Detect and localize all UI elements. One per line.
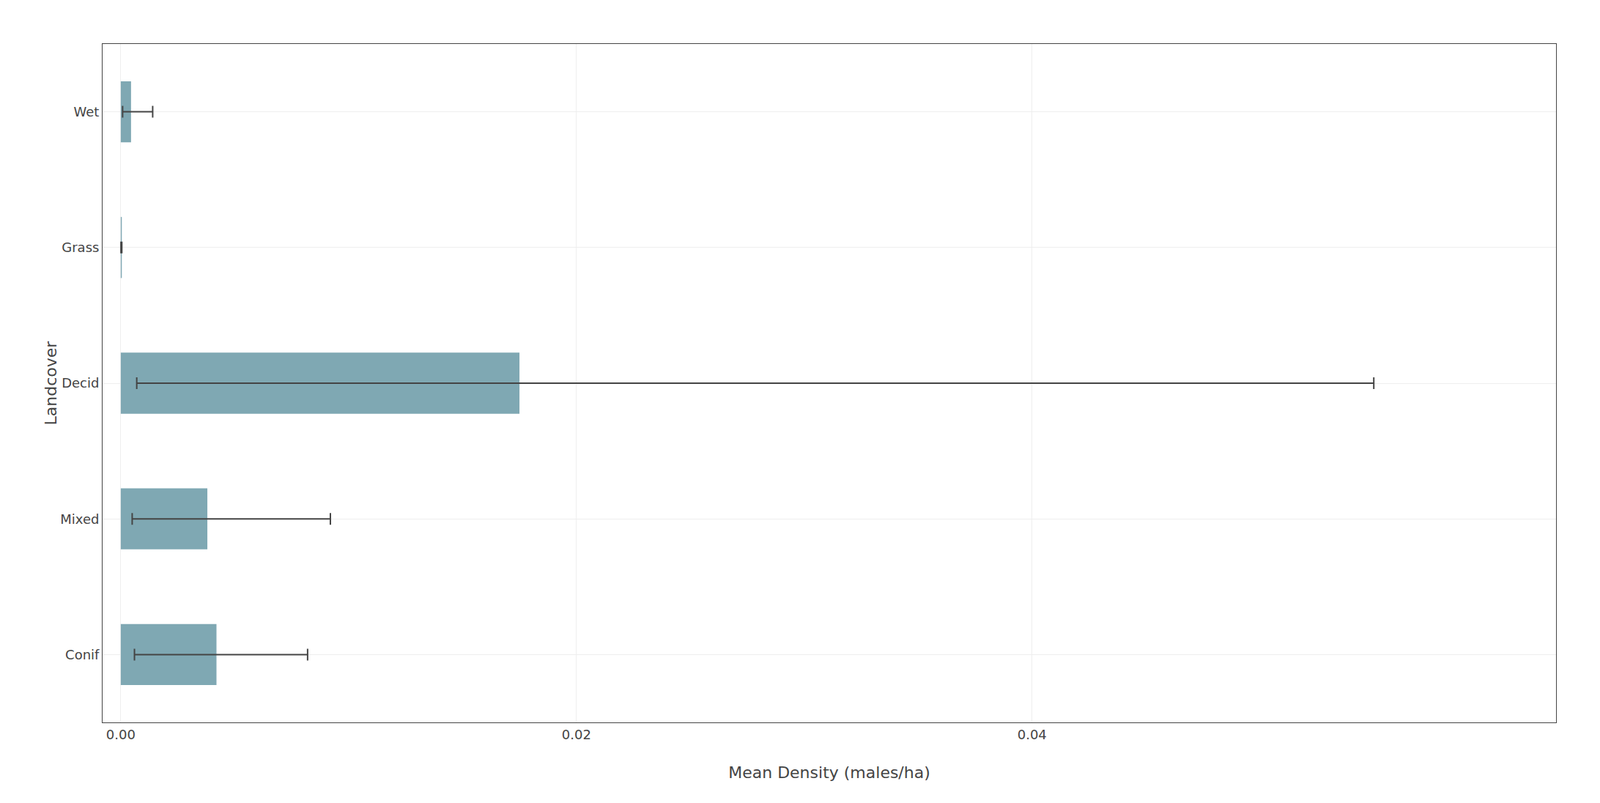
svg-text:0.04: 0.04 <box>1017 726 1047 743</box>
svg-text:Decid: Decid <box>61 375 99 391</box>
svg-text:Mean Density (males/ha): Mean Density (males/ha) <box>728 763 931 782</box>
svg-text:Conif: Conif <box>65 646 100 663</box>
svg-text:0.00: 0.00 <box>106 726 136 743</box>
svg-text:Wet: Wet <box>73 104 100 120</box>
svg-text:0.02: 0.02 <box>561 726 592 743</box>
svg-text:Landcover: Landcover <box>41 340 61 426</box>
svg-text:Mixed: Mixed <box>60 511 99 527</box>
svg-text:Grass: Grass <box>61 239 99 255</box>
